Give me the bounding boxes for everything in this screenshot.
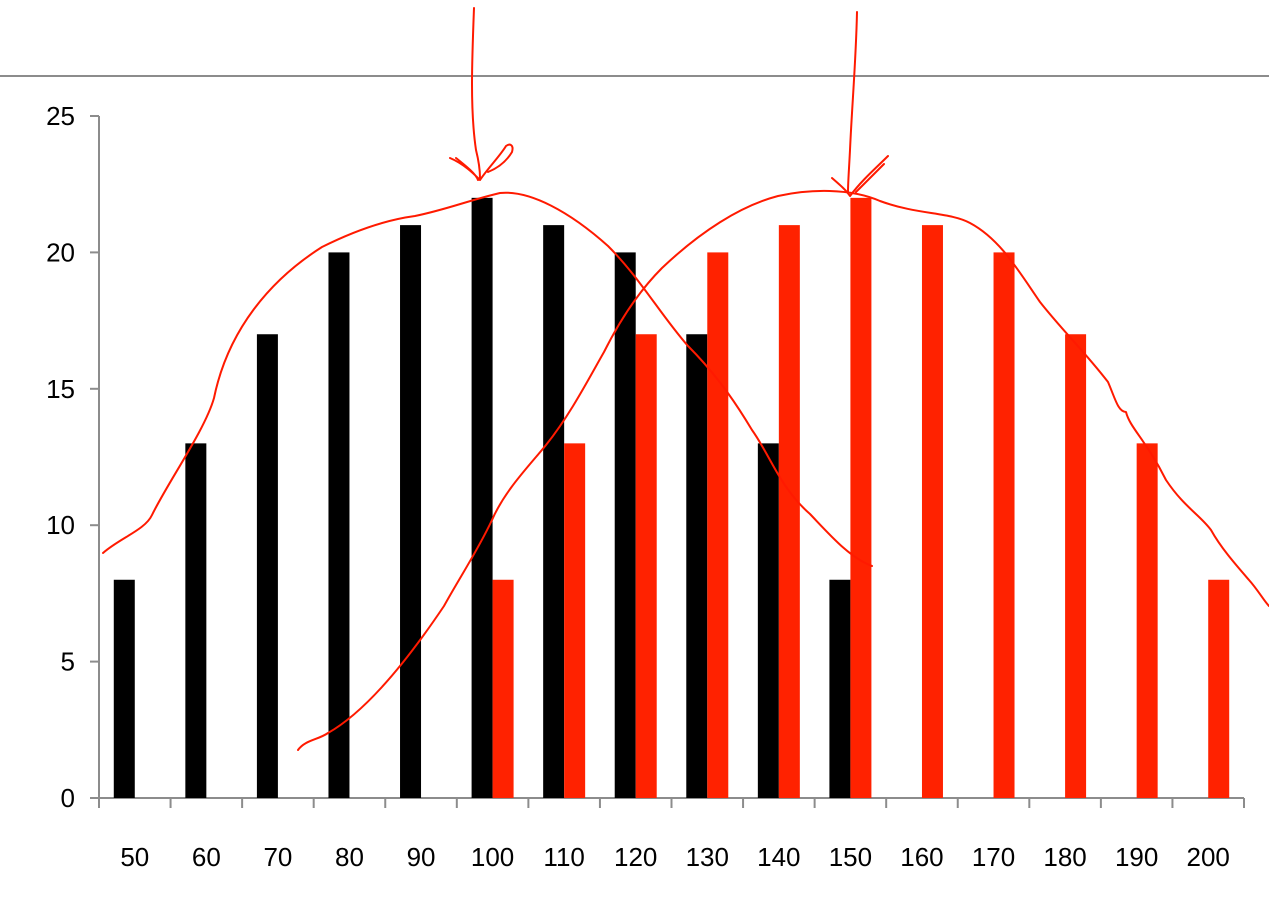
x-tick-label: 100 xyxy=(471,842,514,872)
bar-series-2 xyxy=(1208,579,1230,798)
x-tick-label: 150 xyxy=(829,842,872,872)
y-tick-label: 15 xyxy=(46,374,75,404)
annotation-arrow-150 xyxy=(831,11,889,197)
y-tick-label: 10 xyxy=(46,510,75,540)
x-tick-label: 160 xyxy=(900,842,943,872)
x-tick-label: 110 xyxy=(543,842,584,872)
bar-series-1 xyxy=(185,443,207,798)
hand-drawn-annotations xyxy=(102,7,1269,751)
bar-series-1 xyxy=(614,252,636,798)
y-tick-label: 0 xyxy=(61,783,75,813)
bar-series-2 xyxy=(921,225,943,798)
bar-series-2 xyxy=(1136,443,1158,798)
bar-series-1 xyxy=(543,225,565,798)
bar-series-2 xyxy=(492,579,514,798)
x-tick-label: 70 xyxy=(263,842,292,872)
x-axis: 50 60 70 80 90 100 110 120 130 140 150 160 170 180 190… xyxy=(98,797,1245,872)
bar-series-2 xyxy=(850,197,872,799)
bar-series-1 xyxy=(686,334,708,798)
x-tick-label: 50 xyxy=(120,842,149,872)
x-tick-label: 120 xyxy=(614,842,657,872)
bar-series-2 xyxy=(1065,334,1087,798)
x-tick-label: 80 xyxy=(335,842,364,872)
x-tick-label: 200 xyxy=(1187,842,1230,872)
bar-series-1 xyxy=(113,579,135,798)
annotation-curve-black xyxy=(102,191,873,567)
bar-series-2 xyxy=(993,252,1015,798)
bars xyxy=(113,197,1230,799)
y-tick-label: 25 xyxy=(46,101,75,131)
bar-series-1 xyxy=(256,334,278,798)
y-axis: 0 5 10 15 20 25 xyxy=(46,101,100,813)
annotation-arrow-100 xyxy=(449,7,514,181)
bar-series-2 xyxy=(635,334,657,798)
bar-series-1 xyxy=(328,252,350,798)
y-tick-label: 5 xyxy=(61,647,75,677)
x-tick-label: 140 xyxy=(757,842,800,872)
x-tick-label: 60 xyxy=(192,842,221,872)
x-tick-label: 180 xyxy=(1043,842,1086,872)
annotation-curve-red xyxy=(297,189,1269,751)
x-tick-label: 90 xyxy=(407,842,436,872)
bar-series-1 xyxy=(829,579,851,798)
x-tick-label: 170 xyxy=(972,842,1015,872)
bar-series-2 xyxy=(707,252,729,798)
y-tick-label: 20 xyxy=(46,237,75,267)
bar-series-1 xyxy=(400,225,422,798)
bar-series-2 xyxy=(564,443,586,798)
bar-series-1 xyxy=(471,197,493,799)
bar-series-1 xyxy=(757,443,779,798)
bar-series-2 xyxy=(778,225,800,798)
x-tick-label: 190 xyxy=(1115,842,1158,872)
x-tick-label: 130 xyxy=(686,842,729,872)
